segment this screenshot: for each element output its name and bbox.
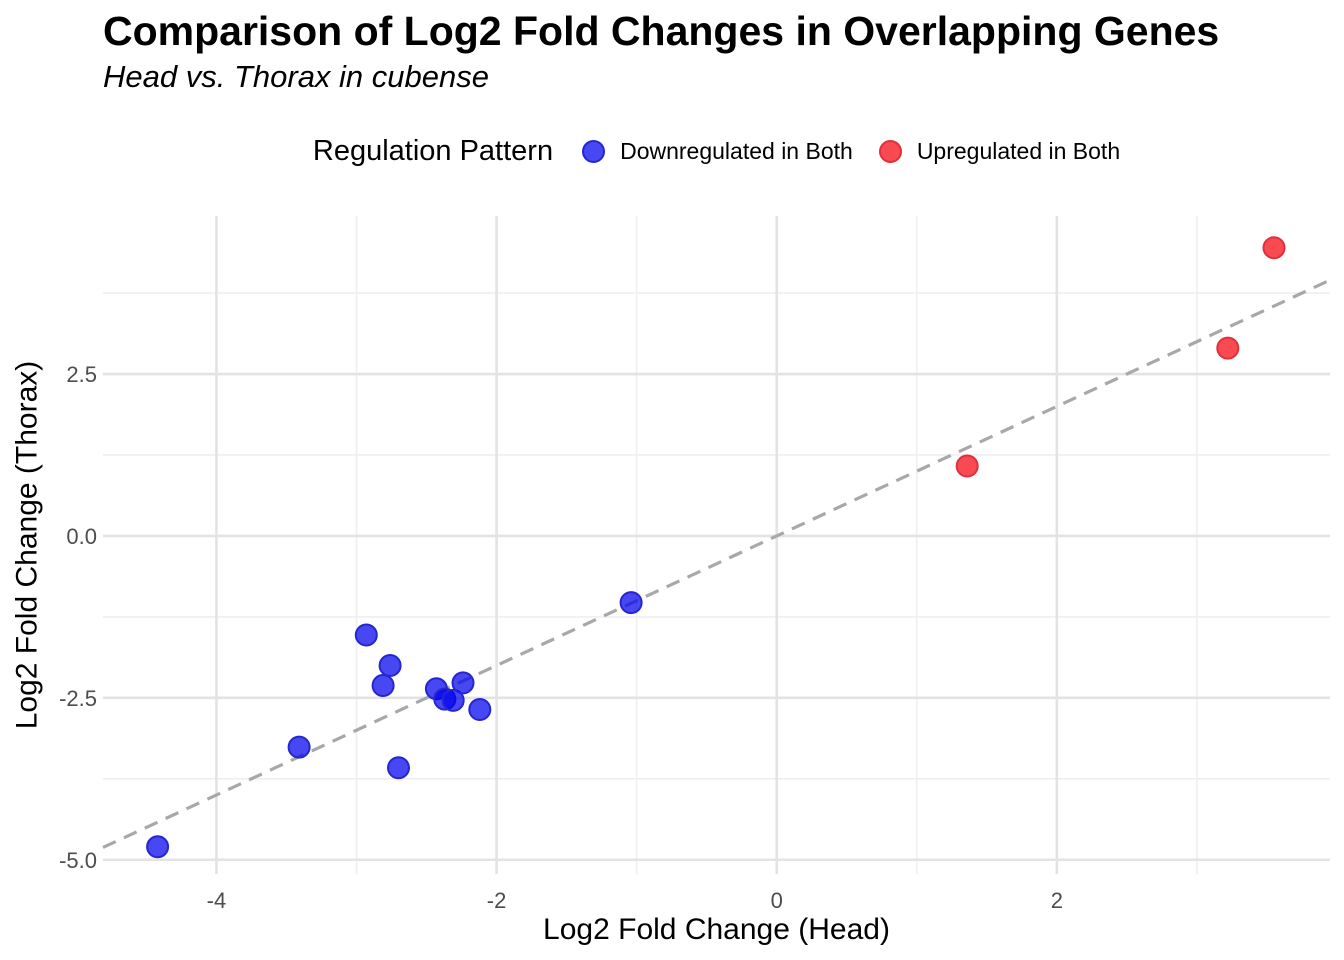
y-tick-label: -5.0 [59, 848, 97, 873]
y-axis-title: Log2 Fold Change (Thorax) [10, 360, 44, 730]
legend: Regulation Pattern Downregulated in Both… [103, 131, 1330, 171]
legend-title: Regulation Pattern [312, 134, 554, 167]
data-point-downregulated [146, 835, 170, 859]
data-point-upregulated [1262, 236, 1286, 260]
data-point-upregulated [1216, 336, 1240, 360]
chart-title: Comparison of Log2 Fold Changes in Overl… [103, 8, 1220, 54]
legend-item-upregulated: Upregulated in Both [878, 137, 1121, 165]
data-point-downregulated [451, 671, 475, 695]
data-point-downregulated [354, 623, 378, 647]
y-tick-label: 2.5 [66, 362, 97, 387]
data-point-downregulated [619, 591, 643, 615]
x-tick-label: -4 [207, 888, 227, 913]
legend-label-downregulated: Downregulated in Both [620, 137, 853, 164]
data-point-downregulated [468, 698, 492, 721]
x-tick-label: -2 [487, 888, 507, 913]
data-point-downregulated [387, 756, 410, 780]
legend-label-upregulated: Upregulated in Both [916, 137, 1121, 164]
legend-key-blue-dot-icon [582, 139, 606, 163]
data-point-downregulated [371, 674, 395, 697]
data-point-upregulated [955, 454, 979, 478]
x-tick-label: 2 [1051, 888, 1063, 913]
x-axis-title: Log2 Fold Change (Head) [543, 913, 890, 946]
data-point-downregulated [441, 688, 465, 712]
legend-key-red-dot-icon [878, 139, 902, 163]
y-tick-label: -2.5 [59, 686, 97, 711]
y-tick-label: 0.0 [66, 524, 97, 549]
legend-item-downregulated: Downregulated in Both [582, 138, 853, 165]
chart-subtitle: Head vs. Thorax in cubense [103, 59, 489, 94]
data-point-downregulated [287, 735, 311, 759]
x-tick-label: 0 [771, 888, 783, 913]
identity-reference-line [102, 278, 1331, 849]
data-point-downregulated [378, 654, 402, 677]
